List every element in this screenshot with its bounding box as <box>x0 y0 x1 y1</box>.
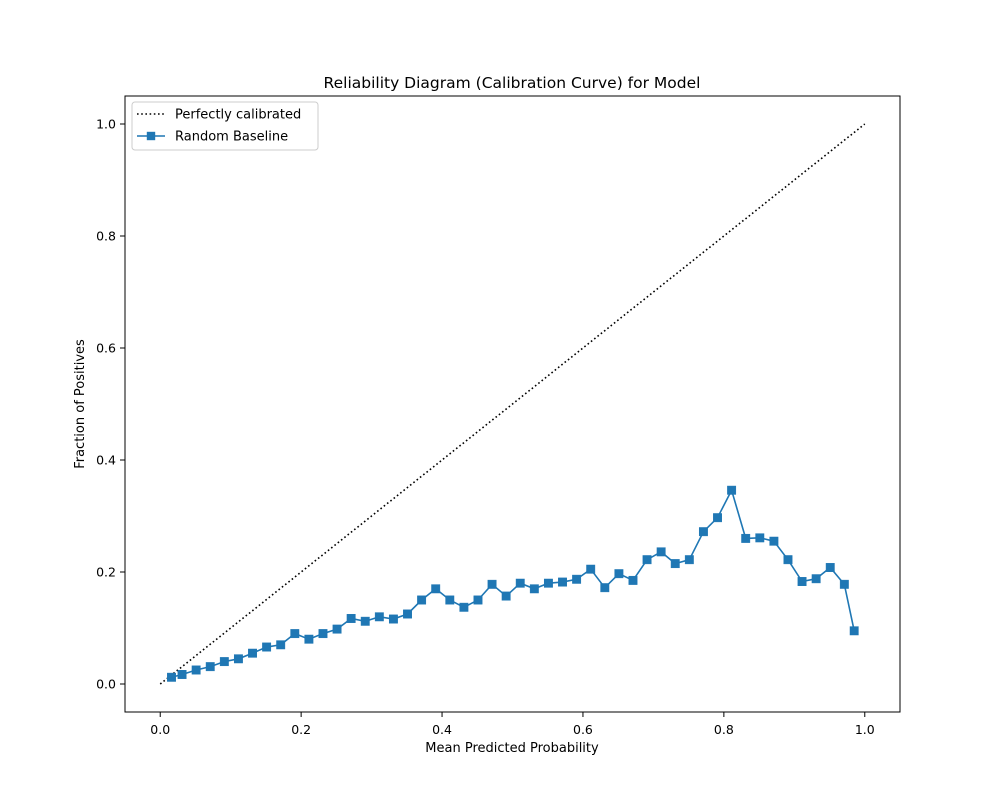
data-point <box>346 614 356 623</box>
data-point <box>614 569 624 579</box>
data-point <box>262 642 272 652</box>
data-point <box>684 555 694 565</box>
series-line-0 <box>159 123 866 685</box>
data-point <box>811 574 821 584</box>
data-point <box>403 609 412 619</box>
y-axis-ticks: 0.0 0.2 0.4 0.6 0.8 1.0 <box>96 117 125 692</box>
data-point <box>656 547 666 557</box>
data-point <box>755 533 765 543</box>
data-point <box>543 578 553 588</box>
data-point <box>431 584 441 594</box>
data-point <box>177 670 187 679</box>
data-point <box>741 533 751 543</box>
axes-frame <box>124 95 901 713</box>
data-point <box>825 563 835 572</box>
data-point <box>839 579 849 589</box>
y-axis-label: Fraction of Positives <box>73 339 88 469</box>
x-axis-label: Mean Predicted Probability <box>425 741 599 756</box>
data-point <box>797 577 807 586</box>
data-point <box>529 584 539 594</box>
data-point <box>388 614 398 624</box>
data-point <box>290 629 300 639</box>
legend: Perfectly calibrated Random Baseline <box>131 101 319 151</box>
y-tick-label: 0.8 <box>96 229 116 244</box>
x-tick-label: 0.6 <box>573 722 593 737</box>
data-point <box>628 575 638 585</box>
data-point <box>849 626 859 636</box>
data-point <box>642 555 652 565</box>
data-point <box>248 648 257 658</box>
series-line-1 <box>171 488 855 679</box>
data-point <box>374 612 384 622</box>
data-point <box>417 595 427 605</box>
data-point <box>501 591 511 601</box>
data-point <box>727 485 737 495</box>
data-point <box>167 672 176 682</box>
data-point <box>233 654 243 664</box>
data-point <box>205 662 215 672</box>
x-tick-label: 1.0 <box>855 722 875 737</box>
x-tick-label: 0.8 <box>714 722 734 737</box>
data-point <box>487 579 497 589</box>
data-point <box>713 513 722 523</box>
data-point <box>219 657 229 667</box>
chart-title: Reliability Diagram (Calibration Curve) … <box>324 74 701 92</box>
data-point <box>360 616 370 626</box>
legend-label-1: Random Baseline <box>175 130 288 145</box>
data-point <box>515 578 525 588</box>
data-point <box>600 583 610 593</box>
x-tick-label: 0.0 <box>150 722 170 737</box>
y-tick-label: 0.4 <box>96 453 116 468</box>
data-point <box>276 640 286 650</box>
y-tick-label: 0.2 <box>96 565 116 580</box>
y-tick-label: 0.0 <box>96 677 116 692</box>
legend-box <box>131 101 319 151</box>
plot-area <box>124 95 901 713</box>
x-tick-label: 0.2 <box>291 722 311 737</box>
data-point <box>304 634 314 644</box>
y-tick-label: 1.0 <box>96 117 116 132</box>
data-point <box>783 555 793 565</box>
data-point <box>698 527 708 537</box>
legend-label-0: Perfectly calibrated <box>175 108 301 123</box>
x-tick-label: 0.4 <box>432 722 452 737</box>
legend-marker-1 <box>146 131 156 141</box>
data-point <box>572 574 582 584</box>
data-point <box>558 577 567 587</box>
x-axis-ticks: 0.0 0.2 0.4 0.6 0.8 1.0 <box>150 712 875 737</box>
data-point <box>332 624 342 634</box>
data-point <box>769 536 779 546</box>
data-point <box>473 595 483 605</box>
data-point <box>318 629 328 639</box>
data-point <box>191 665 201 675</box>
data-point <box>670 559 680 569</box>
data-point <box>445 595 455 605</box>
data-point <box>459 602 469 612</box>
data-point <box>586 564 596 574</box>
y-tick-label: 0.6 <box>96 341 116 356</box>
